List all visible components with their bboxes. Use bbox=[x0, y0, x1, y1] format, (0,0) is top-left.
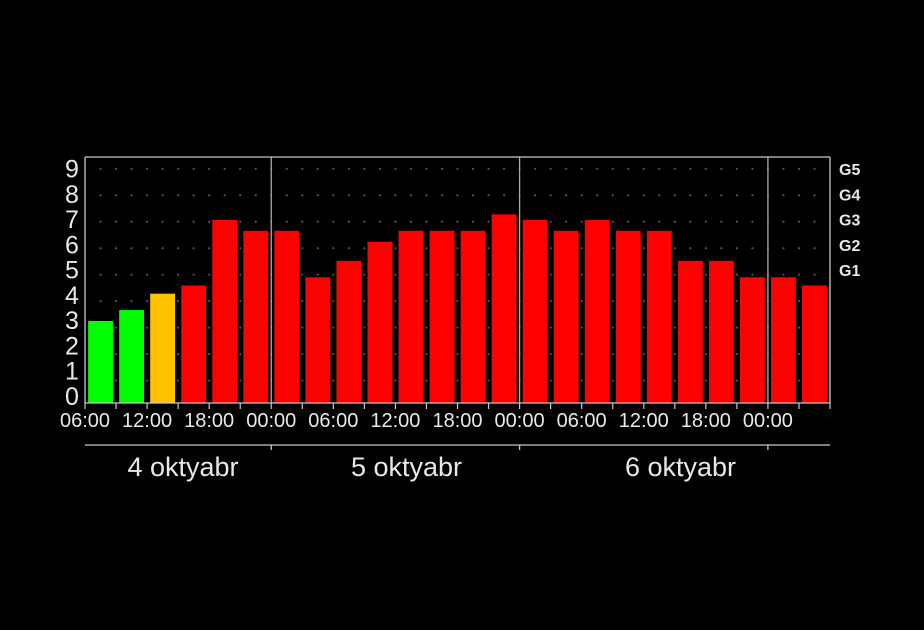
svg-text:18:00: 18:00 bbox=[184, 410, 234, 432]
svg-text:00:00: 00:00 bbox=[246, 410, 296, 432]
svg-text:18:00: 18:00 bbox=[681, 410, 731, 432]
svg-text:G1: G1 bbox=[839, 263, 860, 280]
svg-text:2: 2 bbox=[65, 332, 79, 360]
svg-text:9: 9 bbox=[65, 156, 79, 184]
svg-text:G4: G4 bbox=[839, 187, 860, 204]
svg-text:G2: G2 bbox=[839, 238, 860, 255]
svg-text:0: 0 bbox=[65, 383, 79, 411]
svg-text:6: 6 bbox=[65, 231, 79, 259]
svg-text:18:00: 18:00 bbox=[432, 410, 482, 432]
svg-text:00:00: 00:00 bbox=[743, 410, 793, 432]
svg-text:8: 8 bbox=[65, 181, 79, 209]
svg-text:3: 3 bbox=[65, 307, 79, 335]
svg-text:1: 1 bbox=[65, 358, 79, 386]
svg-text:4: 4 bbox=[65, 282, 79, 310]
svg-text:G5: G5 bbox=[839, 162, 860, 179]
svg-text:5: 5 bbox=[65, 257, 79, 285]
svg-text:12:00: 12:00 bbox=[122, 410, 172, 432]
svg-text:06:00: 06:00 bbox=[60, 410, 110, 432]
svg-text:G3: G3 bbox=[839, 213, 860, 230]
svg-text:06:00: 06:00 bbox=[557, 410, 607, 432]
svg-text:7: 7 bbox=[65, 206, 79, 234]
svg-text:00:00: 00:00 bbox=[495, 410, 545, 432]
svg-text:12:00: 12:00 bbox=[370, 410, 420, 432]
svg-text:12:00: 12:00 bbox=[619, 410, 669, 432]
svg-text:06:00: 06:00 bbox=[308, 410, 358, 432]
